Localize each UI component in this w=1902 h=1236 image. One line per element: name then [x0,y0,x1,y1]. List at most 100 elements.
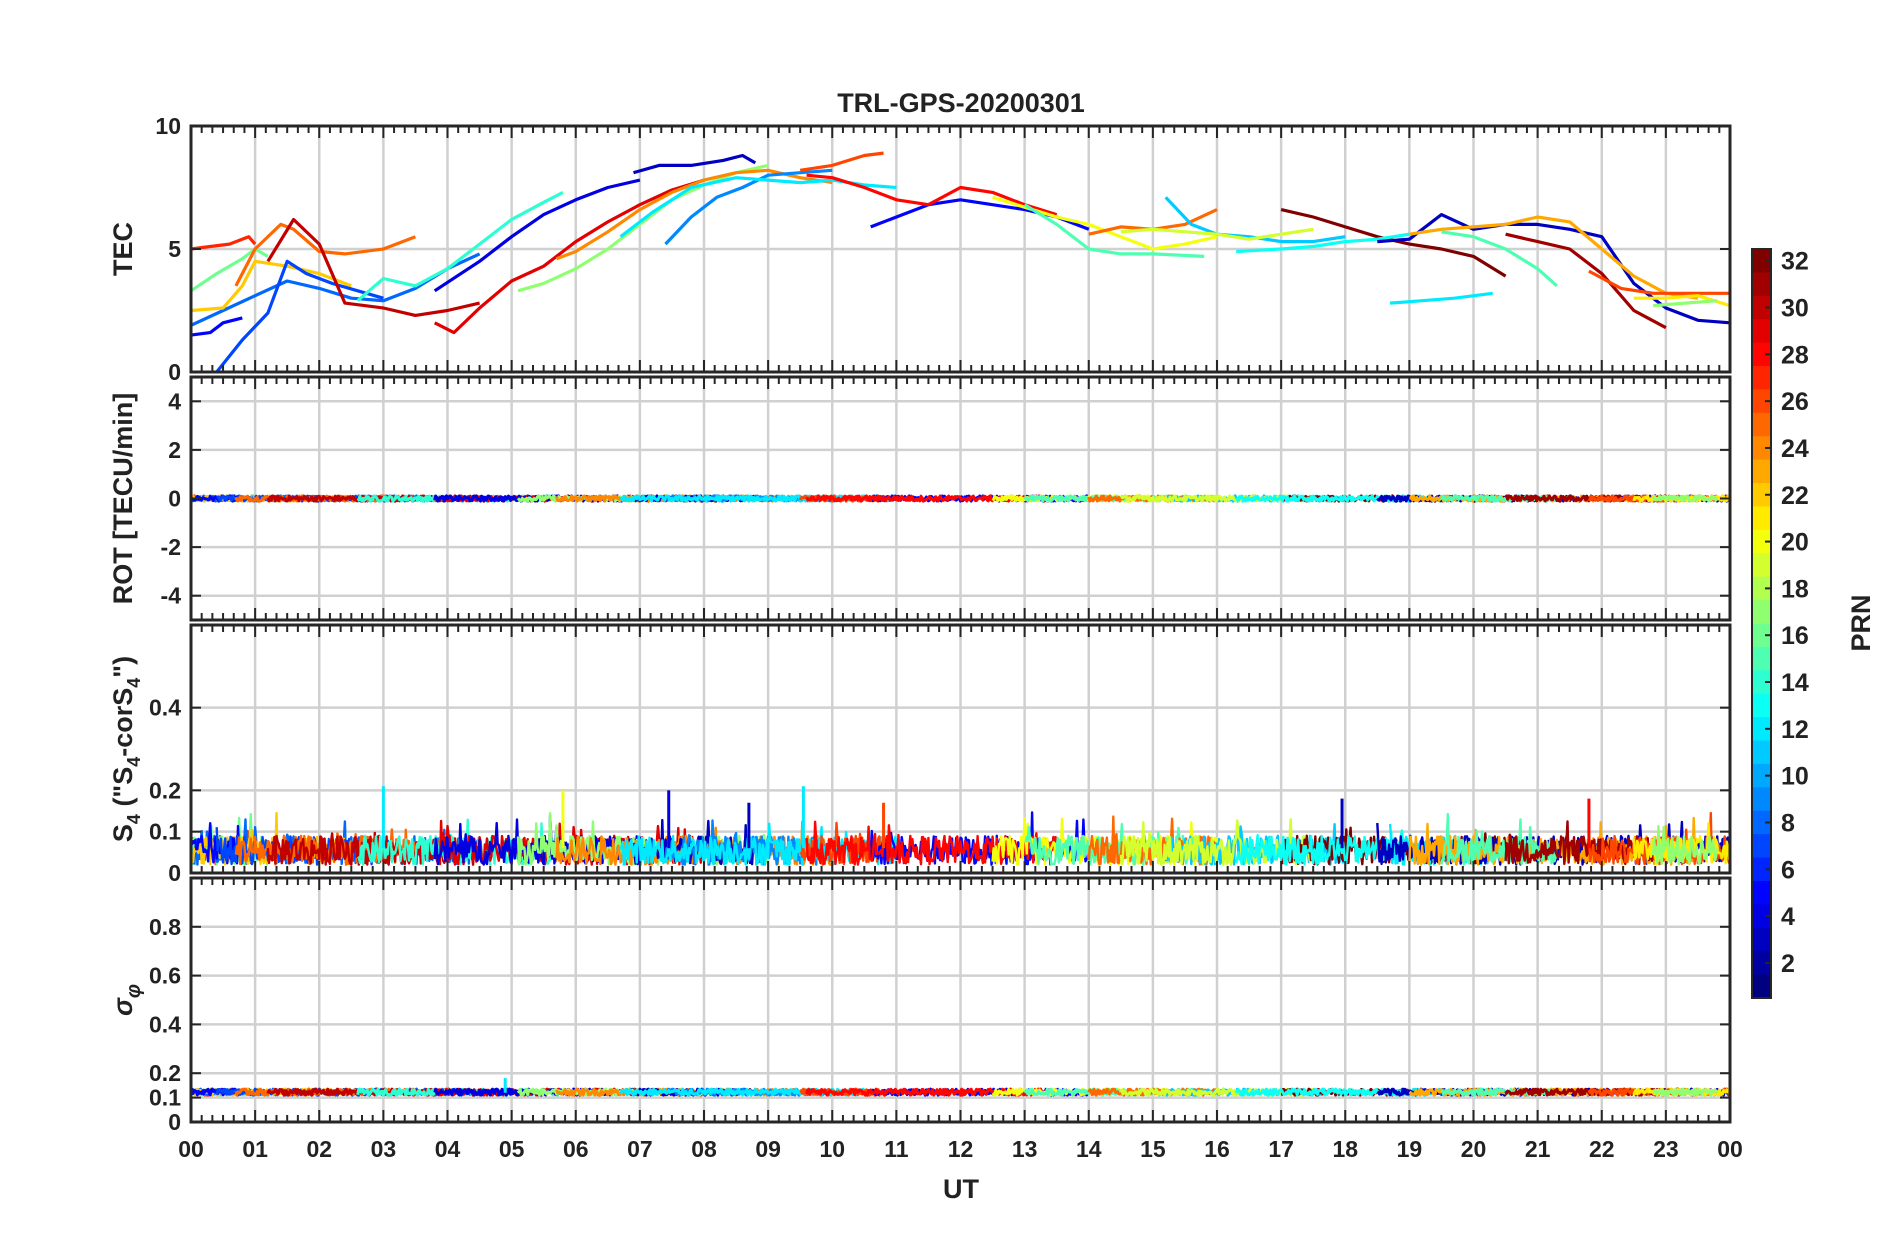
colorbar-tick-label: 6 [1781,856,1795,884]
tec-series-prn-7 [215,259,384,373]
colorbar-tick-label: 18 [1781,575,1809,603]
colorbar-swatch [1752,904,1771,929]
colorbar-tick-label: 20 [1781,529,1809,557]
colorbar-swatch [1752,740,1771,765]
tec-series-prn-4 [433,178,641,293]
tec-series-prn-30 [266,217,480,317]
tec-series-prn-28 [806,173,1058,217]
tec-series-prn-27 [190,235,257,251]
colorbar-tick-label: 30 [1781,295,1809,323]
x-tick-label: 23 [1653,1136,1679,1162]
x-tick-label: 17 [1268,1136,1294,1162]
tec-series-prn-11 [1164,196,1346,244]
tec-series-prn-29 [433,178,705,335]
colorbar-swatch [1752,670,1771,695]
x-tick-label: 16 [1204,1136,1230,1162]
tec-series-prn-16 [190,247,269,293]
tec-series-prn-3 [1377,213,1731,325]
colorbar-tick-label: 10 [1781,763,1809,791]
tec-series-prn-26 [1588,269,1730,295]
x-tick-label: 13 [1012,1136,1038,1162]
tec-series-prn-15 [1441,230,1558,288]
colorbar-tick-label: 16 [1781,622,1809,650]
tec-series-prn-14 [356,190,564,302]
s4-series-prn-15 [1440,812,1559,866]
y-tick-label: 0 [168,860,181,886]
colorbar-swatch [1752,717,1771,742]
x-axis-label: UT [943,1174,979,1204]
y-tick-label: 0.8 [149,914,181,940]
x-tick-label: 21 [1525,1136,1551,1162]
x-tick-label: 05 [499,1136,525,1162]
tec-series-prn-15 [1023,203,1205,258]
tec-series-prn-23 [1409,215,1699,300]
x-tick-label: 01 [242,1136,268,1162]
colorbar-swatch [1752,857,1771,882]
colorbar-swatch [1752,389,1771,414]
chart-title: TRL-GPS-20200301 [837,88,1085,118]
y-tick-label: 0.2 [149,777,181,803]
s4-series-prn-28 [805,820,1058,866]
tec-series-prn-31 [1505,232,1667,330]
rot-series-prn-17 [1651,494,1719,503]
colorbar-tick-label: 8 [1781,809,1795,837]
colorbar-swatch [1752,927,1771,952]
colorbar-tick-label: 14 [1781,669,1809,697]
x-tick-label: 11 [884,1136,909,1162]
colorbar-swatch [1752,295,1771,320]
y-tick-label: 10 [155,113,181,139]
colorbar-tick-label: 2 [1781,950,1795,978]
s4-series-prn-17 [1651,824,1719,866]
x-tick-label: 12 [948,1136,974,1162]
tec-series-prn-19 [1120,227,1314,241]
colorbar-swatch [1752,951,1771,976]
y-tick-label: 0 [168,359,181,385]
y-tick-label: -2 [161,534,181,560]
colorbar-swatch [1752,974,1771,999]
colorbar-label: PRN [1846,594,1876,651]
colorbar-swatch [1752,600,1771,625]
tec-series-prn-5 [190,316,243,337]
colorbar-swatch [1752,436,1771,461]
y-tick-label: 0 [168,486,181,512]
panel-tec: 0 5 10 TEC [108,113,1732,385]
tec-series-prn-22 [190,259,352,313]
tec-series-prn-13 [1236,232,1410,254]
x-tick-label: 04 [435,1136,461,1162]
y-axis-label-sigma_phi: σφ [108,984,145,1016]
tec-series-prn-3 [633,153,757,175]
tec-series-prn-17 [1652,299,1718,308]
x-tick-label: 09 [755,1136,781,1162]
colorbar-swatch [1752,529,1771,554]
x-tick-label: 20 [1461,1136,1487,1162]
y-tick-label: 0.2 [149,1060,181,1086]
colorbar-swatch [1752,272,1771,297]
y-tick-label: 0.4 [149,1011,181,1037]
panel-sigma_phi: 00.10.2 0.4 0.6 0.8 σφ [108,876,1732,1135]
y-axis-label-rot: ROT [TECU/min] [108,393,138,604]
colorbar-swatch [1752,880,1771,905]
colorbar-tick-label: 28 [1781,341,1809,369]
y-tick-label: 0.4 [149,695,181,721]
y-tick-label: 0 [168,1109,181,1135]
colorbar-tick-label: 32 [1781,248,1809,276]
colorbar-swatch [1752,763,1771,788]
panel-s4: 0 0.1 0.2 0.4S4 ("S4-corS4") [108,623,1732,886]
colorbar-tick-label: 12 [1781,716,1809,744]
colorbar-tick-label: 4 [1781,903,1795,931]
tec-series-prn-12 [1389,291,1493,305]
x-tick-label: 00 [178,1136,204,1162]
x-axis-ticks: 00 01 02 03 04 05 06 07 08 09 10 11 12 13 14 15 16 17 18 19… [178,1136,1743,1162]
colorbar-tick-label: 22 [1781,482,1809,510]
y-tick-label: 0.1 [149,1085,181,1111]
x-tick-label: 00 [1717,1136,1743,1162]
y-tick-label: 0.1 [149,819,181,845]
colorbar-swatch [1752,834,1771,859]
colorbar-swatch [1752,366,1771,391]
x-tick-label: 15 [1140,1136,1166,1162]
y-tick-label: 0.6 [149,963,181,989]
colorbar-swatch [1752,249,1771,274]
colorbar-swatch [1752,553,1771,578]
x-tick-label: 07 [627,1136,653,1162]
